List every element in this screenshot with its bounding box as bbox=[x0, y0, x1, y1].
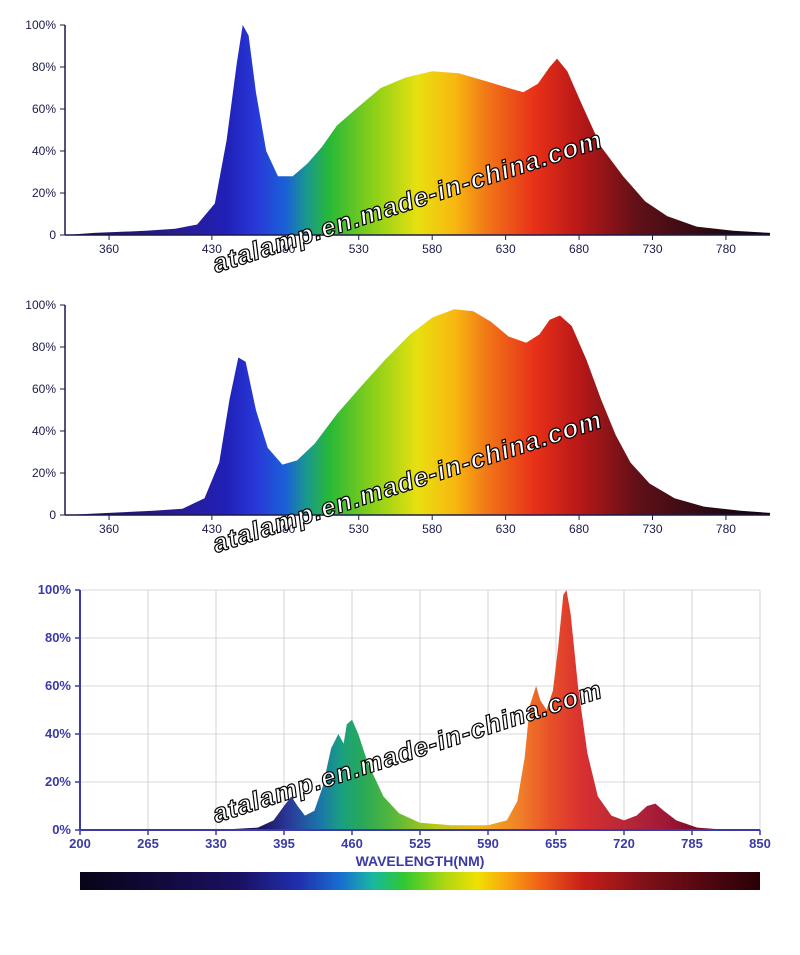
x-tick-label: 785 bbox=[681, 836, 703, 851]
y-tick-label: 0 bbox=[49, 228, 56, 242]
spectrum-area bbox=[65, 309, 770, 515]
y-tick-label: 100% bbox=[25, 298, 56, 312]
x-tick-label: 630 bbox=[496, 242, 516, 256]
x-tick-label: 720 bbox=[613, 836, 635, 851]
x-tick-label: 480 bbox=[275, 522, 295, 536]
y-tick-label: 0% bbox=[52, 822, 71, 837]
x-tick-label: 780 bbox=[716, 522, 736, 536]
x-tick-label: 850 bbox=[749, 836, 771, 851]
spectrum-chart: 0 20% 40% 60% 80% 100% 360 430 480 530 580 630 680 73… bbox=[10, 10, 790, 270]
x-tick-label: 530 bbox=[349, 242, 369, 256]
x-tick-label: 680 bbox=[569, 242, 589, 256]
x-tick-label: 580 bbox=[422, 242, 442, 256]
wavelength-colorbar bbox=[80, 872, 760, 890]
y-tick-label: 20% bbox=[32, 186, 56, 200]
spectrum-area bbox=[65, 25, 770, 235]
x-tick-label: 460 bbox=[341, 836, 363, 851]
spectrum-chart: 0% 20% 40% 60% 80% 100% 200 265 330 395 460 525 590 6… bbox=[10, 570, 790, 890]
x-tick-label: 395 bbox=[273, 836, 295, 851]
x-axis-label: WAVELENGTH(NM) bbox=[356, 853, 485, 869]
x-tick-label: 590 bbox=[477, 836, 499, 851]
y-tick-label: 60% bbox=[32, 382, 56, 396]
y-tick-label: 20% bbox=[32, 466, 56, 480]
chart-container: 0 20% 40% 60% 80% 100% 360 430 480 530 580 630 680 73… bbox=[10, 290, 790, 550]
y-tick-label: 0 bbox=[49, 508, 56, 522]
y-tick-label: 40% bbox=[32, 144, 56, 158]
x-tick-label: 525 bbox=[409, 836, 431, 851]
x-tick-label: 200 bbox=[69, 836, 91, 851]
chart-container: 0% 20% 40% 60% 80% 100% 200 265 330 395 460 525 590 6… bbox=[10, 570, 790, 890]
spectrum-chart: 0 20% 40% 60% 80% 100% 360 430 480 530 580 630 680 73… bbox=[10, 290, 790, 550]
y-tick-label: 60% bbox=[45, 678, 71, 693]
y-tick-label: 100% bbox=[38, 582, 72, 597]
y-tick-label: 80% bbox=[32, 60, 56, 74]
y-tick-label: 80% bbox=[45, 630, 71, 645]
x-tick-label: 730 bbox=[642, 242, 662, 256]
x-tick-label: 330 bbox=[205, 836, 227, 851]
chart-container: 0 20% 40% 60% 80% 100% 360 430 480 530 580 630 680 73… bbox=[10, 10, 790, 270]
x-tick-label: 360 bbox=[99, 522, 119, 536]
x-tick-label: 430 bbox=[202, 522, 222, 536]
x-tick-label: 680 bbox=[569, 522, 589, 536]
x-tick-label: 655 bbox=[545, 836, 567, 851]
y-tick-label: 40% bbox=[32, 424, 56, 438]
x-tick-label: 780 bbox=[716, 242, 736, 256]
x-tick-label: 580 bbox=[422, 522, 442, 536]
x-tick-label: 630 bbox=[496, 522, 516, 536]
y-tick-label: 20% bbox=[45, 774, 71, 789]
x-tick-label: 360 bbox=[99, 242, 119, 256]
y-tick-label: 100% bbox=[25, 18, 56, 32]
y-tick-label: 80% bbox=[32, 340, 56, 354]
y-tick-label: 60% bbox=[32, 102, 56, 116]
y-tick-label: 40% bbox=[45, 726, 71, 741]
x-tick-label: 730 bbox=[642, 522, 662, 536]
x-tick-label: 530 bbox=[349, 522, 369, 536]
x-tick-label: 430 bbox=[202, 242, 222, 256]
x-tick-label: 265 bbox=[137, 836, 159, 851]
x-tick-label: 480 bbox=[275, 242, 295, 256]
